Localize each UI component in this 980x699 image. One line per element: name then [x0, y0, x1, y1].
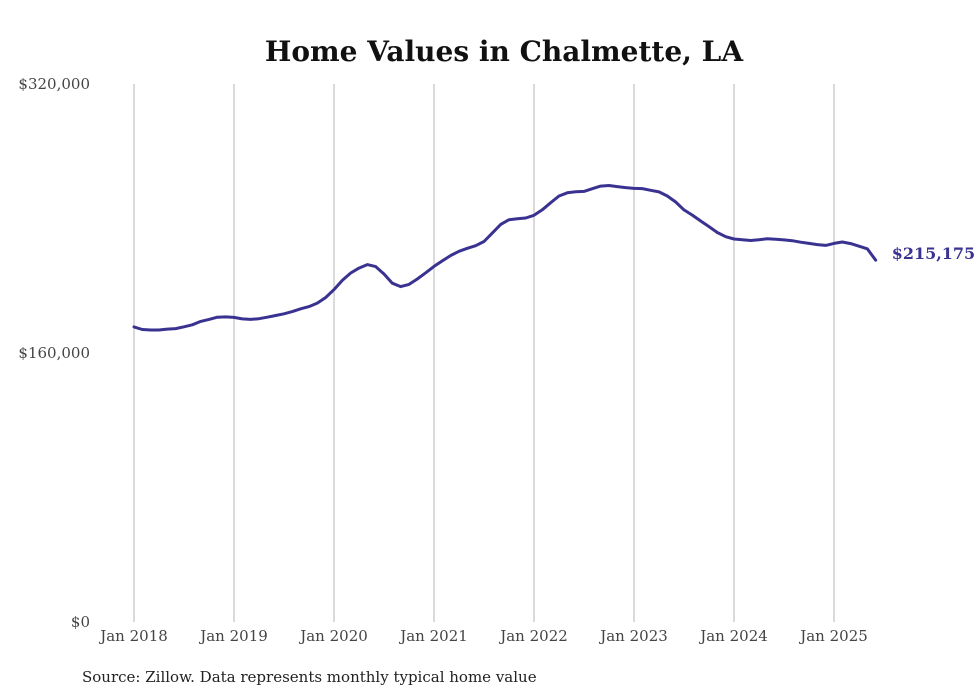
series-layer	[132, 184, 878, 332]
x-tick-label: Jan 2019	[198, 627, 268, 645]
x-tick-label: Jan 2018	[98, 627, 168, 645]
x-tick-label: Jan 2025	[798, 627, 868, 645]
y-tick-label: $160,000	[18, 344, 90, 362]
x-axis: Jan 2018 Jan 2019 Jan 2020 Jan 2021 Jan 2022…	[98, 627, 868, 645]
series-line	[132, 184, 878, 332]
chart-title: Home Values in Chalmette, LA	[265, 35, 744, 68]
y-tick-label: $320,000	[18, 75, 90, 93]
x-tick-label: Jan 2020	[298, 627, 368, 645]
end-value-label: $215,175	[892, 244, 976, 263]
y-axis: $0 $160,000 $320,000	[18, 75, 90, 631]
x-tick-label: Jan 2022	[498, 627, 568, 645]
x-tick-label: Jan 2023	[598, 627, 668, 645]
x-tick-label: Jan 2021	[398, 627, 468, 645]
x-tick-label: Jan 2024	[698, 627, 768, 645]
source-note: Source: Zillow. Data represents monthly …	[82, 668, 537, 686]
y-tick-label: $0	[71, 613, 90, 631]
gridlines	[133, 84, 835, 622]
